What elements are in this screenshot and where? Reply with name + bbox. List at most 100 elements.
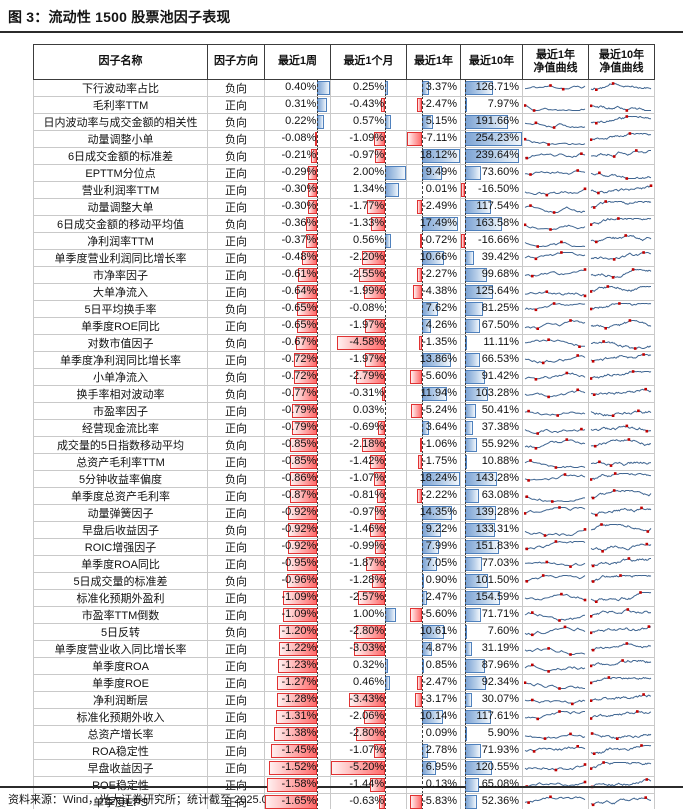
value-cell-m1: -1.97% <box>330 351 407 369</box>
zero-axis-line <box>464 233 466 249</box>
sparkline-10y <box>588 538 655 556</box>
zero-axis-line <box>317 675 319 691</box>
zero-axis-line <box>421 556 423 572</box>
value-cell-y1: 3.37% <box>406 79 461 97</box>
negative-data-bar <box>416 200 422 214</box>
value-text: 9.49% <box>425 166 457 178</box>
value-cell-y1: -2.27% <box>406 266 461 284</box>
zero-axis-line <box>421 488 423 504</box>
negative-data-bar <box>356 727 386 741</box>
zero-axis-line <box>385 420 387 436</box>
value-text: -1.33% <box>349 217 385 229</box>
sparkline-1y <box>522 521 589 539</box>
zero-axis-line <box>464 352 466 368</box>
value-text: 14.35% <box>419 506 457 518</box>
table-row: EPTTM分位点 正向 -0.29% 2.00% 9.49% 73.60% <box>33 164 655 182</box>
factor-name-cell: 单季度总资产毛利率 <box>33 487 208 505</box>
value-cell-y10: 52.36% <box>460 793 523 809</box>
value-text: 4.26% <box>425 319 457 331</box>
zero-axis-line <box>464 607 466 623</box>
value-cell-m1: -3.03% <box>330 640 407 658</box>
value-cell-w1: -1.31% <box>264 708 331 726</box>
zero-axis-line <box>385 573 387 589</box>
zero-axis-line <box>385 233 387 249</box>
factor-direction-cell: 正向 <box>207 402 265 420</box>
value-cell-w1: -0.36% <box>264 215 331 233</box>
negative-data-bar <box>331 761 386 775</box>
sparkline-1y <box>522 419 589 437</box>
value-text: -1.77% <box>349 200 385 212</box>
zero-axis-line <box>385 182 387 198</box>
value-cell-y1: 14.35% <box>406 504 461 522</box>
negative-data-bar <box>302 251 318 265</box>
value-cell-y1: 0.01% <box>406 181 461 199</box>
factor-name-cell: 5日反转 <box>33 623 208 641</box>
value-cell-y1: 2.78% <box>406 742 461 760</box>
value-cell-w1: -1.09% <box>264 606 331 624</box>
sparkline-10y <box>588 691 655 709</box>
value-text: -2.20% <box>349 251 385 263</box>
table-row: 标准化预期外盈利 正向 -1.09% -2.57% 2.47% 154.59% <box>33 589 655 607</box>
zero-axis-line <box>421 131 423 147</box>
zero-axis-line <box>421 539 423 555</box>
value-cell-y10: 92.34% <box>460 674 523 692</box>
value-text: 17.49% <box>419 217 457 229</box>
factor-direction-cell: 正向 <box>207 742 265 760</box>
value-cell-y10: 37.38% <box>460 419 523 437</box>
value-text: -0.30% <box>281 200 317 212</box>
table-row: 5日平均换手率 负向 -0.65% -0.08% 7.62% 81.25% <box>33 300 655 318</box>
negative-data-bar <box>364 353 386 367</box>
zero-axis-line <box>385 539 387 555</box>
factor-name-cell: ROA稳定性 <box>33 742 208 760</box>
factor-name-cell: 动量弹簧因子 <box>33 504 208 522</box>
value-cell-y10: 87.96% <box>460 657 523 675</box>
value-cell-m1: -1.33% <box>330 215 407 233</box>
value-text: 0.56% <box>352 234 385 246</box>
value-cell-y10: 71.71% <box>460 606 523 624</box>
negative-data-bar <box>294 370 318 384</box>
zero-axis-line <box>317 250 319 266</box>
negative-data-bar <box>374 744 386 758</box>
value-text: 3.37% <box>425 81 457 93</box>
negative-data-bar <box>409 795 422 809</box>
table-row: 总资产毛利率TTM 正向 -0.85% -1.42% -1.75% 10.88% <box>33 453 655 471</box>
value-cell-w1: -0.87% <box>264 487 331 505</box>
zero-axis-line <box>317 301 319 317</box>
value-text: 52.36% <box>481 795 519 807</box>
zero-axis-line <box>317 607 319 623</box>
value-text: -1.27% <box>281 676 317 688</box>
factor-direction-cell: 正向 <box>207 487 265 505</box>
factor-direction-cell: 负向 <box>207 130 265 148</box>
value-cell-y1: 0.09% <box>406 725 461 743</box>
sparkline-1y <box>522 725 589 743</box>
positive-data-bar <box>464 251 474 265</box>
value-text: -0.08% <box>349 302 385 314</box>
zero-axis-line <box>317 318 319 334</box>
table-row: ROA稳定性 正向 -1.45% -1.07% 2.78% 71.93% <box>33 742 655 760</box>
value-cell-m1: -1.87% <box>330 555 407 573</box>
value-cell-y1: 9.49% <box>406 164 461 182</box>
zero-axis-line <box>385 709 387 725</box>
value-cell-y10: 133.31% <box>460 521 523 539</box>
zero-axis-line <box>385 369 387 385</box>
value-text: -0.64% <box>281 285 317 297</box>
value-cell-y10: 191.66% <box>460 113 523 131</box>
value-cell-w1: -0.77% <box>264 385 331 403</box>
value-cell-m1: -2.55% <box>330 266 407 284</box>
zero-axis-line <box>464 437 466 453</box>
zero-axis-line <box>421 437 423 453</box>
positive-data-bar <box>464 489 479 503</box>
value-text: 37.38% <box>481 421 519 433</box>
value-text: 5.90% <box>487 727 519 739</box>
value-text: -2.47% <box>422 98 457 110</box>
sparkline-10y <box>588 725 655 743</box>
value-text: -1.28% <box>281 693 317 705</box>
value-text: 0.25% <box>352 81 385 93</box>
value-cell-y10: 71.93% <box>460 742 523 760</box>
value-text: -5.20% <box>349 761 385 773</box>
value-text: -1.46% <box>349 523 385 535</box>
value-cell-m1: -2.80% <box>330 725 407 743</box>
value-text: 71.93% <box>481 744 519 756</box>
value-cell-m1: -1.28% <box>330 572 407 590</box>
value-cell-y1: -1.75% <box>406 453 461 471</box>
